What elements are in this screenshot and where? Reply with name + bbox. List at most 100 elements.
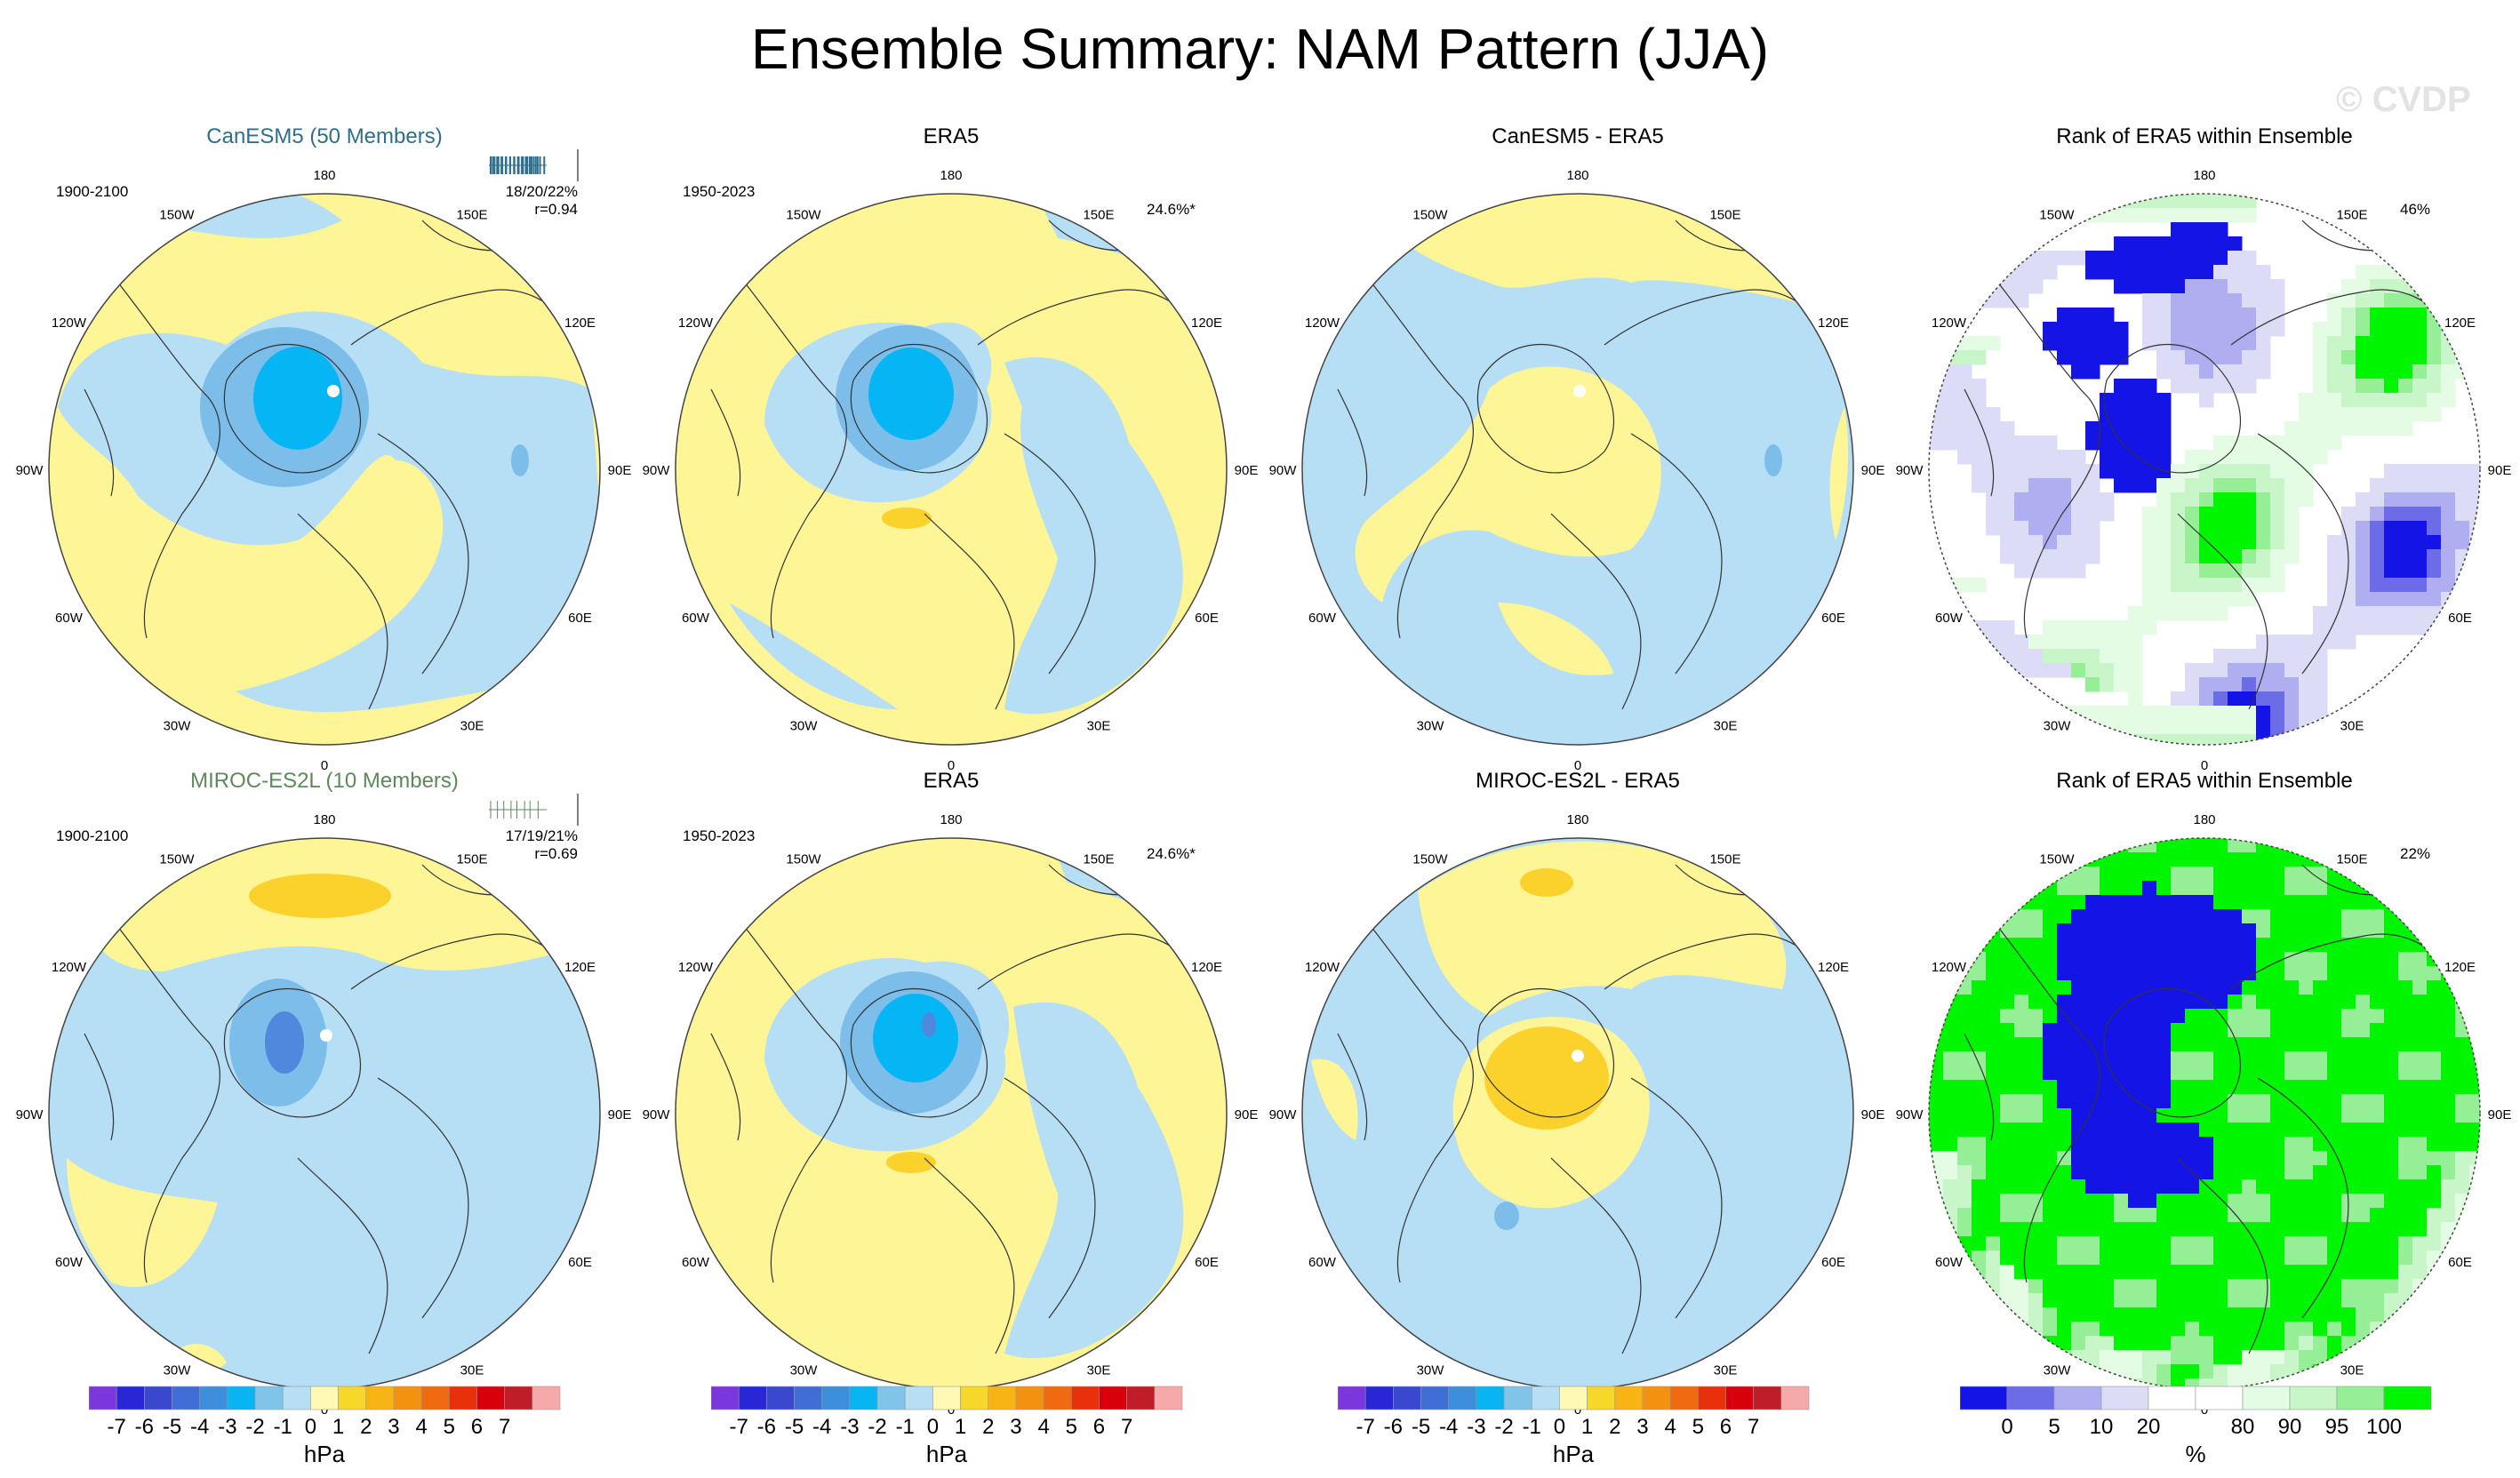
colorbar-swatch [2053,1386,2102,1410]
colorbar-tick: 80 [2231,1415,2255,1439]
colorbar-tick: -1 [1523,1415,1541,1439]
colorbar-tick: 0 [2001,1415,2012,1439]
lon-label: 90W [1269,463,1298,478]
colorbar-tick: -2 [1494,1415,1513,1439]
colorbar-swatch [1697,1386,1726,1410]
panel-p1: CanESM5 (50 Members) 180 150E 120E 90E 60E 30E… [4,123,644,798]
stats-line: 17/19/21% [505,827,578,844]
lon-label: 60E [568,611,592,626]
colorbar-swatch [254,1386,284,1410]
lon-label: 90W [1896,463,1924,478]
colorbar-tick: -7 [1356,1415,1375,1439]
stats-label: 17/19/21% r=0.69 [387,827,578,863]
member-sparkline [489,794,579,826]
colorbar-swatch [532,1386,561,1410]
colorbar-swatch [711,1386,740,1410]
colorbar-tick: 5 [1066,1415,1077,1439]
lon-label: 120W [52,960,87,975]
polar-map: 180 150E 120E 90E 60E 30E 0 30W 60W 90W 120W 150W [643,812,1259,1418]
colorbar-swatch [1531,1386,1560,1410]
colorbar-swatch [876,1386,906,1410]
lon-label: 90E [1235,1107,1259,1122]
lon-label: 0 [1574,1402,1581,1418]
lon-label: 180 [313,812,335,827]
lon-label: 30E [460,1363,484,1378]
colorbar-swatch [1669,1386,1699,1410]
lon-label: 150W [1412,851,1448,867]
lon-label: 150E [456,207,487,222]
lon-label: 150W [159,207,195,222]
lon-label: 30W [164,719,192,734]
field-shading [676,838,1227,1389]
panel-p2: ERA5 180 150E 120E 90E 60E 30E 0 30W 60W 90W 120W 15… [631,123,1271,798]
panel-p5: MIROC-ES2L (10 Members) 180 150E 120E 90E 60E… [4,767,644,1442]
lon-label: 60E [2448,1255,2472,1270]
colorbar-swatch [504,1386,533,1410]
colorbar-swatch [448,1386,477,1410]
panel-title: MIROC-ES2L (10 Members) [190,769,459,793]
colorbar-swatch [1642,1386,1671,1410]
pole-marker [1572,1050,1584,1062]
lon-label: 180 [313,168,335,183]
colorbar-swatch [1070,1386,1100,1410]
colorbar-swatch [960,1386,989,1410]
colorbar-tick: 7 [499,1415,510,1439]
panel-p8: Rank of ERA5 within Ensemble 180 150E 120E 9… [1884,767,2520,1442]
colorbar-tick: -1 [896,1415,915,1439]
lon-label: 150E [1083,851,1114,867]
colorbar-tick: 1 [955,1415,966,1439]
lon-label: 30W [2044,719,2072,734]
field-shading [676,194,1227,745]
lon-label: 0 [321,758,328,773]
colorbar-tick: -7 [730,1415,748,1439]
colorbar-swatch [2195,1386,2244,1410]
lon-label: 60W [1935,611,1964,626]
colorbar-swatch [766,1386,795,1410]
colorbar-swatch [1503,1386,1532,1410]
lon-label: 30W [2044,1363,2072,1378]
map-border [48,193,601,746]
colorbar-swatch [199,1386,228,1410]
colorbar-swatch [1614,1386,1644,1410]
lon-label: 150W [1412,207,1448,222]
lon-label: 90E [1861,463,1885,478]
lon-label: 60W [55,611,84,626]
colorbar-swatch [1393,1386,1421,1410]
colorbar-swatch [1476,1386,1505,1410]
colorbar-label: hPa [926,1441,968,1467]
lon-label: 90E [1861,1107,1885,1122]
panel-title: ERA5 [923,124,980,148]
stats-line: r=0.69 [534,845,578,862]
coastlines [1964,864,2463,1354]
colorbar-tick: 5 [444,1415,455,1439]
colorbar-tick: 2 [982,1415,994,1439]
lon-label: 150E [1709,851,1740,867]
lon-label: 120W [1932,316,1967,331]
colorbar-swatch [116,1386,145,1410]
pole-marker [320,1029,332,1042]
panel-title: ERA5 [923,769,980,793]
colorbar-tick: 1 [332,1415,344,1439]
colorbar-tick: -2 [245,1415,264,1439]
colorbar-swatch [310,1386,339,1410]
colorbar-tick: 3 [388,1415,399,1439]
lon-label: 180 [1566,168,1588,183]
lon-label: 30E [2340,719,2364,734]
colorbar-swatch [2100,1386,2149,1410]
lon-label: 90W [643,1107,671,1122]
colorbar-swatch [904,1386,933,1410]
colorbar-label: % [2185,1441,2205,1467]
coastlines [84,220,583,710]
lon-label: 90W [16,463,44,478]
stats-line: 18/20/22% [505,183,578,200]
lon-label: 90E [608,463,632,478]
lon-label: 120W [1305,316,1340,331]
colorbar-swatch [932,1386,961,1410]
period-label: 1950-2023 [683,827,756,844]
lon-label: 120E [2444,316,2476,331]
colorbar-tick: 90 [2278,1415,2302,1439]
colorbar-tick: -6 [135,1415,154,1439]
stats-label: 18/20/22% r=0.94 [387,183,578,219]
lon-label: 90E [2488,463,2512,478]
polar-map: 180 150E 120E 90E 60E 30E 0 30W 60W 90W 120W 150W [643,168,1259,773]
